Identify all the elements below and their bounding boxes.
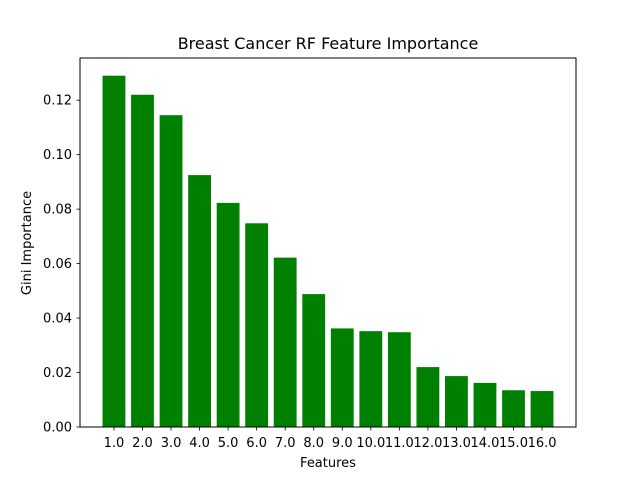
bar-5.0 (216, 202, 240, 427)
y-tick-label: 0.00 (43, 421, 72, 436)
x-tick-label: 3.0 (161, 436, 182, 451)
chart-title: Breast Cancer RF Feature Importance (178, 34, 479, 53)
bar-10.0 (359, 331, 383, 427)
bar-9.0 (330, 328, 354, 427)
bar-2.0 (131, 94, 154, 427)
y-tick-label: 0.12 (43, 94, 72, 109)
y-tick-label: 0.10 (43, 148, 72, 163)
plot-frame (79, 57, 577, 428)
bar-3.0 (159, 115, 183, 427)
bar-6.0 (245, 223, 269, 427)
bar-14.0 (473, 382, 497, 427)
x-axis-label: Features (300, 456, 356, 471)
bar-11.0 (387, 332, 411, 427)
x-tick-label: 10.0 (356, 436, 385, 451)
x-tick-label: 6.0 (246, 436, 267, 451)
bars-group (102, 75, 554, 427)
x-tick-label: 8.0 (303, 436, 324, 451)
bar-16.0 (530, 391, 554, 427)
x-tick-label: 5.0 (218, 436, 239, 451)
y-axis-label: Gini Importance (20, 191, 35, 295)
bar-13.0 (445, 376, 468, 427)
x-tick-label: 16.0 (528, 436, 557, 451)
x-tick-label: 1.0 (104, 436, 125, 451)
x-tick-label: 14.0 (470, 436, 499, 451)
x-tick-label: 4.0 (189, 436, 210, 451)
bar-1.0 (102, 75, 126, 427)
bar-7.0 (273, 257, 297, 427)
x-tick-label: 9.0 (332, 436, 353, 451)
y-tick-label: 0.02 (43, 366, 72, 381)
y-tick-label: 0.04 (43, 312, 72, 327)
bar-8.0 (302, 294, 326, 427)
x-tick-label: 13.0 (442, 436, 471, 451)
y-tick-label: 0.06 (43, 257, 72, 272)
x-tick-label: 7.0 (275, 436, 296, 451)
x-tick-label: 15.0 (499, 436, 528, 451)
x-tick-label: 11.0 (385, 436, 414, 451)
bar-4.0 (188, 175, 211, 427)
x-axis-ticks: 1.0 2.0 3.0 4.0 5.0 6.0 7.0 8.0 9.0 10.0 11.0 12.0 1… (104, 427, 557, 451)
bar-15.0 (502, 390, 525, 427)
x-tick-label: 2.0 (132, 436, 153, 451)
y-axis-ticks: 0.00 0.02 0.04 0.06 0.08 0.10 0.12 (43, 94, 80, 436)
x-tick-label: 12.0 (413, 436, 442, 451)
bar-12.0 (416, 367, 440, 427)
y-tick-label: 0.08 (43, 203, 72, 218)
